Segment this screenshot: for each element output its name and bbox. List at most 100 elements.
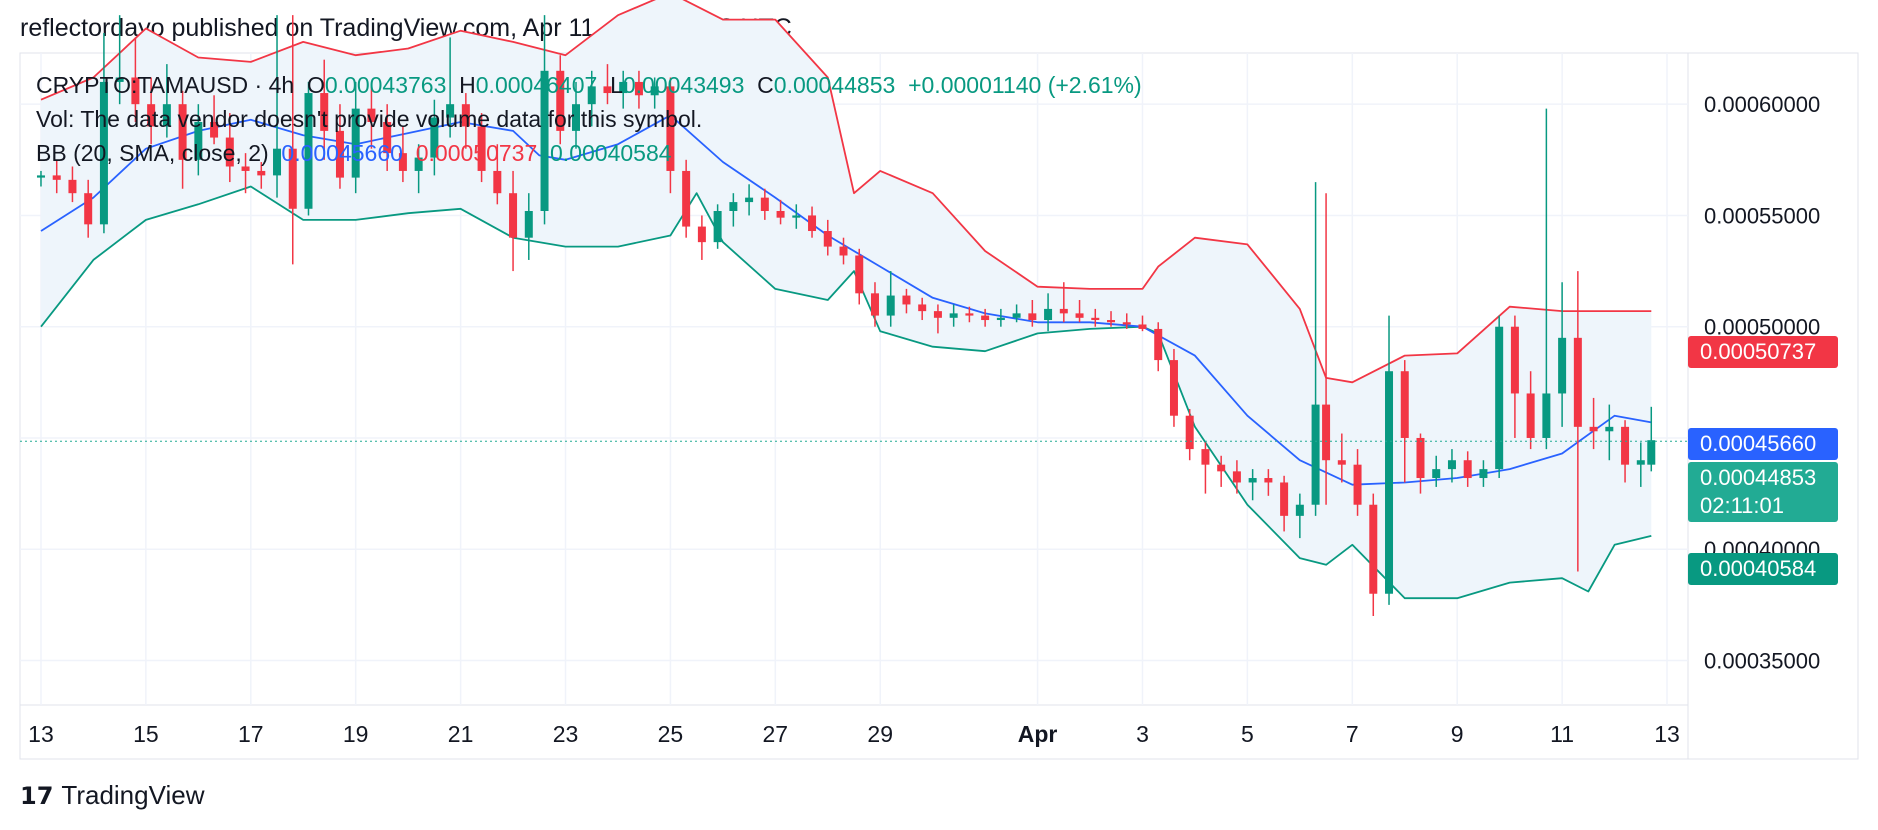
candle-body [1311, 404, 1320, 505]
x-tick-label: 21 [448, 721, 474, 747]
candle-body [697, 226, 706, 243]
candle-body [68, 179, 77, 194]
upper-band-price-tag: 0.00050737 [1688, 336, 1838, 368]
basis-price-tag: 0.00045660 [1688, 428, 1838, 460]
x-tick-label: 27 [763, 721, 789, 747]
tradingview-mark-icon: 17 [20, 781, 54, 810]
high-value: 0.00046407 [475, 72, 598, 98]
candle-body [776, 210, 785, 218]
x-tick-label: 19 [343, 721, 369, 747]
candle-body [1107, 320, 1116, 323]
candle-body [886, 295, 895, 316]
high-label: H [459, 72, 476, 98]
open-value: 0.00043763 [324, 72, 447, 98]
tradingview-wordmark: TradingView [61, 780, 205, 810]
candle-body [1012, 313, 1021, 318]
candle-body [1369, 504, 1378, 594]
candle-body [965, 313, 974, 316]
candle-body [634, 81, 643, 96]
candle-body [1526, 393, 1535, 438]
candle-body [556, 70, 565, 131]
low-value: 0.00043493 [622, 72, 745, 98]
candle-body [509, 193, 518, 238]
candle-body [808, 215, 817, 232]
candle-body [666, 86, 675, 171]
volume-legend: Vol: The data vendor doesn't provide vol… [36, 106, 702, 133]
candle-body [1432, 469, 1441, 479]
symbol-label[interactable]: CRYPTO:TAMAUSD · 4h [36, 72, 295, 98]
candle-body [84, 193, 93, 225]
candle-body [1169, 360, 1178, 416]
candle-body [1447, 460, 1456, 470]
candle-body [1059, 308, 1068, 314]
candle-body [477, 126, 486, 171]
candle-body [1495, 326, 1504, 470]
candle-body [162, 104, 171, 127]
candle-body [870, 293, 879, 316]
candle-body [792, 215, 801, 218]
x-tick-label: 11 [1550, 721, 1574, 747]
y-tick-label: 0.00055000 [1704, 203, 1820, 228]
candle-body [1416, 437, 1425, 479]
candle-body [1542, 393, 1551, 438]
tradingview-logo[interactable]: 17 TradingView [20, 780, 204, 811]
volume-note: Vol: The data vendor doesn't provide vol… [36, 106, 703, 132]
candle-body [1479, 469, 1488, 479]
candle-body [367, 108, 376, 122]
candle-body [1385, 371, 1394, 594]
upper-band-price: 0.00050737 [1700, 339, 1817, 364]
x-tick-label: 15 [133, 721, 159, 747]
candle-body [1558, 337, 1567, 394]
candle-body [1122, 322, 1131, 325]
candle-body [682, 170, 691, 227]
x-tick-label: 17 [238, 721, 264, 747]
last-price-tag: 0.00044853 02:11:01 [1688, 462, 1838, 522]
candle-body [572, 104, 580, 131]
bb-label[interactable]: BB (20, SMA, close, 2) [36, 140, 269, 166]
candle-body [178, 104, 187, 160]
candle-body [839, 246, 848, 256]
candle-body [540, 70, 549, 211]
candle-body [603, 86, 612, 94]
candle-body [1589, 426, 1598, 432]
candle-body [855, 255, 864, 294]
candle-body [1028, 313, 1037, 321]
candle-body [949, 313, 958, 318]
bb-lower-value: 0.00040584 [550, 140, 672, 166]
candle-body [1154, 328, 1163, 361]
candle-body [320, 93, 329, 131]
y-tick-label: 0.00050000 [1704, 315, 1820, 340]
candle-body [587, 86, 596, 105]
bb-legend[interactable]: BB (20, SMA, close, 2) 0.00045660 0.0005… [36, 140, 672, 167]
candle-body [1201, 449, 1210, 465]
candle-body [1264, 478, 1273, 483]
candle-body [619, 81, 628, 94]
chart-frame [19, 52, 1859, 760]
candle-body [1217, 464, 1226, 472]
candle-body [1353, 464, 1362, 505]
candle-body [430, 117, 439, 158]
candle-body [99, 81, 108, 225]
candle-body [131, 77, 140, 105]
candle-body [1573, 337, 1582, 427]
candle-body [210, 121, 219, 138]
change-value: +0.00001140 (+2.61%) [908, 72, 1142, 98]
open-label: O [306, 72, 325, 98]
candle-body [288, 148, 297, 209]
candle-body [1647, 440, 1656, 465]
candle-body [1091, 317, 1100, 321]
candle-body [257, 170, 266, 176]
candle-body [1322, 404, 1331, 461]
x-tick-label: 25 [658, 721, 684, 747]
candle-body [147, 104, 156, 127]
candle-body [1636, 460, 1645, 465]
bb-upper-value: 0.00050737 [415, 140, 538, 166]
candle-body [1295, 504, 1304, 516]
candle-body [1280, 482, 1289, 516]
y-tick-label: 0.00035000 [1704, 648, 1820, 673]
candle-body [1185, 415, 1194, 450]
candle-body [823, 231, 832, 247]
candle-body [933, 311, 942, 318]
candle-body [1075, 313, 1084, 318]
